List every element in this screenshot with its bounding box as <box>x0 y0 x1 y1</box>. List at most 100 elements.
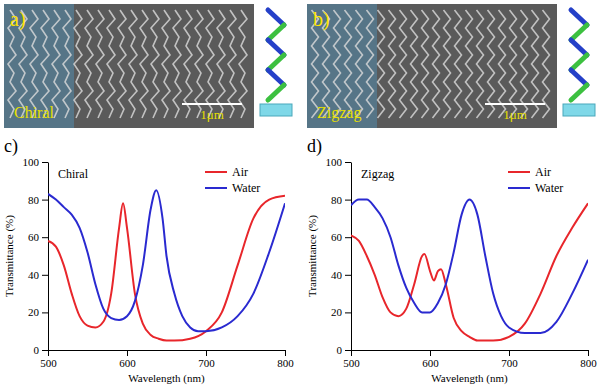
model-segment <box>268 70 284 85</box>
x-tick-mark <box>206 350 207 356</box>
x-tick-label: 500 <box>40 357 57 369</box>
x-tick: 500 <box>343 350 360 369</box>
nanostructure <box>107 10 115 118</box>
nanostructure <box>195 10 203 118</box>
y-tick-label: 40 <box>331 269 343 281</box>
x-tick: 500 <box>40 350 57 369</box>
x-tick: 600 <box>422 350 439 369</box>
nanostructure <box>228 10 236 118</box>
model-segment <box>268 85 284 100</box>
y-tick: 40 <box>331 269 351 281</box>
y-tick-mark <box>345 350 351 351</box>
model-segment <box>571 10 587 25</box>
sem-image <box>4 4 254 128</box>
y-tick-label: 20 <box>28 306 40 318</box>
model-segment <box>571 25 587 40</box>
scale-bar <box>485 103 545 105</box>
x-axis: 500600700800 <box>343 350 597 369</box>
sem-overlay <box>307 4 377 128</box>
nanostructure <box>356 10 363 118</box>
y-tick-mark <box>42 237 48 238</box>
y-tick: 20 <box>28 306 48 318</box>
x-tick-mark <box>430 350 431 356</box>
x-tick-mark <box>351 350 352 356</box>
x-axis-title: Wavelength (nm) <box>128 372 205 385</box>
legend-swatch <box>205 171 227 173</box>
nanostructure <box>411 10 418 118</box>
model-segment <box>268 25 284 40</box>
model-segment <box>268 10 284 25</box>
y-tick-mark <box>42 312 48 313</box>
y-tick: 100 <box>23 156 49 168</box>
chart-panel: 500600700800020406080100Wavelength (nm)T… <box>306 136 597 385</box>
nanostructure <box>85 10 93 118</box>
image-panel: a)Chiral1μm <box>4 4 292 128</box>
nanostructure <box>367 10 374 118</box>
nanostructure <box>129 10 137 118</box>
x-tick-label: 800 <box>580 357 597 369</box>
nanostructure <box>466 10 473 118</box>
y-tick-label: 0 <box>337 344 343 356</box>
scale-bar-label: 1μm <box>503 107 527 122</box>
y-tick-mark <box>345 275 351 276</box>
y-tick-mark <box>345 162 351 163</box>
x-tick-mark <box>509 350 510 356</box>
x-tick-label: 500 <box>343 357 360 369</box>
y-tick-mark <box>42 350 48 351</box>
nanostructure <box>96 10 104 118</box>
figure: a)Chiral1μmb)Zigzag1μm500600700800020406… <box>0 0 606 389</box>
y-tick-label: 20 <box>331 306 343 318</box>
chart-title: Zigzag <box>361 167 394 181</box>
y-axis: 0 20 40 60 80 100 <box>23 156 49 356</box>
nanostructure <box>477 10 484 118</box>
y-tick-label: 60 <box>331 231 343 243</box>
scale-bar-label: 1μm <box>200 107 224 122</box>
model-segment <box>571 70 587 85</box>
y-axis-line <box>48 163 49 351</box>
y-tick-mark <box>42 162 48 163</box>
nanostructure <box>455 10 462 118</box>
nanostructure <box>334 10 341 118</box>
nanostructure <box>499 10 506 118</box>
nanostructure <box>400 10 407 118</box>
y-tick-label: 60 <box>28 231 40 243</box>
x-tick-label: 600 <box>119 357 136 369</box>
panel-label: c) <box>4 136 18 157</box>
panel-label: d) <box>307 136 322 157</box>
y-axis: 020406080100 <box>326 156 352 356</box>
y-tick-label: 80 <box>28 194 40 206</box>
panel-label: b) <box>313 8 330 31</box>
x-tick-mark <box>588 350 589 356</box>
x-tick-mark <box>285 350 286 356</box>
legend-swatch <box>205 187 227 189</box>
x-axis-title: Wavelength (nm) <box>431 372 508 385</box>
nanostructure <box>378 10 385 118</box>
sem-image <box>307 4 557 128</box>
nanostructure <box>140 10 148 118</box>
nanostructure <box>184 10 192 118</box>
legend-label: Air <box>535 165 551 179</box>
x-tick: 800 <box>580 350 597 369</box>
x-axis-line <box>352 350 589 351</box>
sem-overlay <box>4 4 74 128</box>
nanostructure <box>41 10 49 118</box>
y-tick-mark <box>42 200 48 201</box>
nanostructure <box>118 10 126 118</box>
legend-label: Water <box>232 181 260 195</box>
nanostructure <box>74 10 82 118</box>
y-axis-line <box>351 163 352 351</box>
model-base <box>563 104 595 116</box>
y-tick: 40 <box>28 269 48 281</box>
series-line <box>351 200 588 333</box>
y-tick: 0 <box>34 344 49 356</box>
y-tick-mark <box>345 237 351 238</box>
scale-bar <box>182 103 242 105</box>
nanostructure <box>422 10 429 118</box>
y-tick-label: 100 <box>23 156 40 168</box>
model-segment <box>571 40 587 55</box>
nanostructure <box>521 10 528 118</box>
x-tick: 800 <box>277 350 294 369</box>
legend: AirWater <box>205 165 260 195</box>
y-tick-label: 0 <box>34 344 40 356</box>
nanostructure <box>52 10 60 118</box>
